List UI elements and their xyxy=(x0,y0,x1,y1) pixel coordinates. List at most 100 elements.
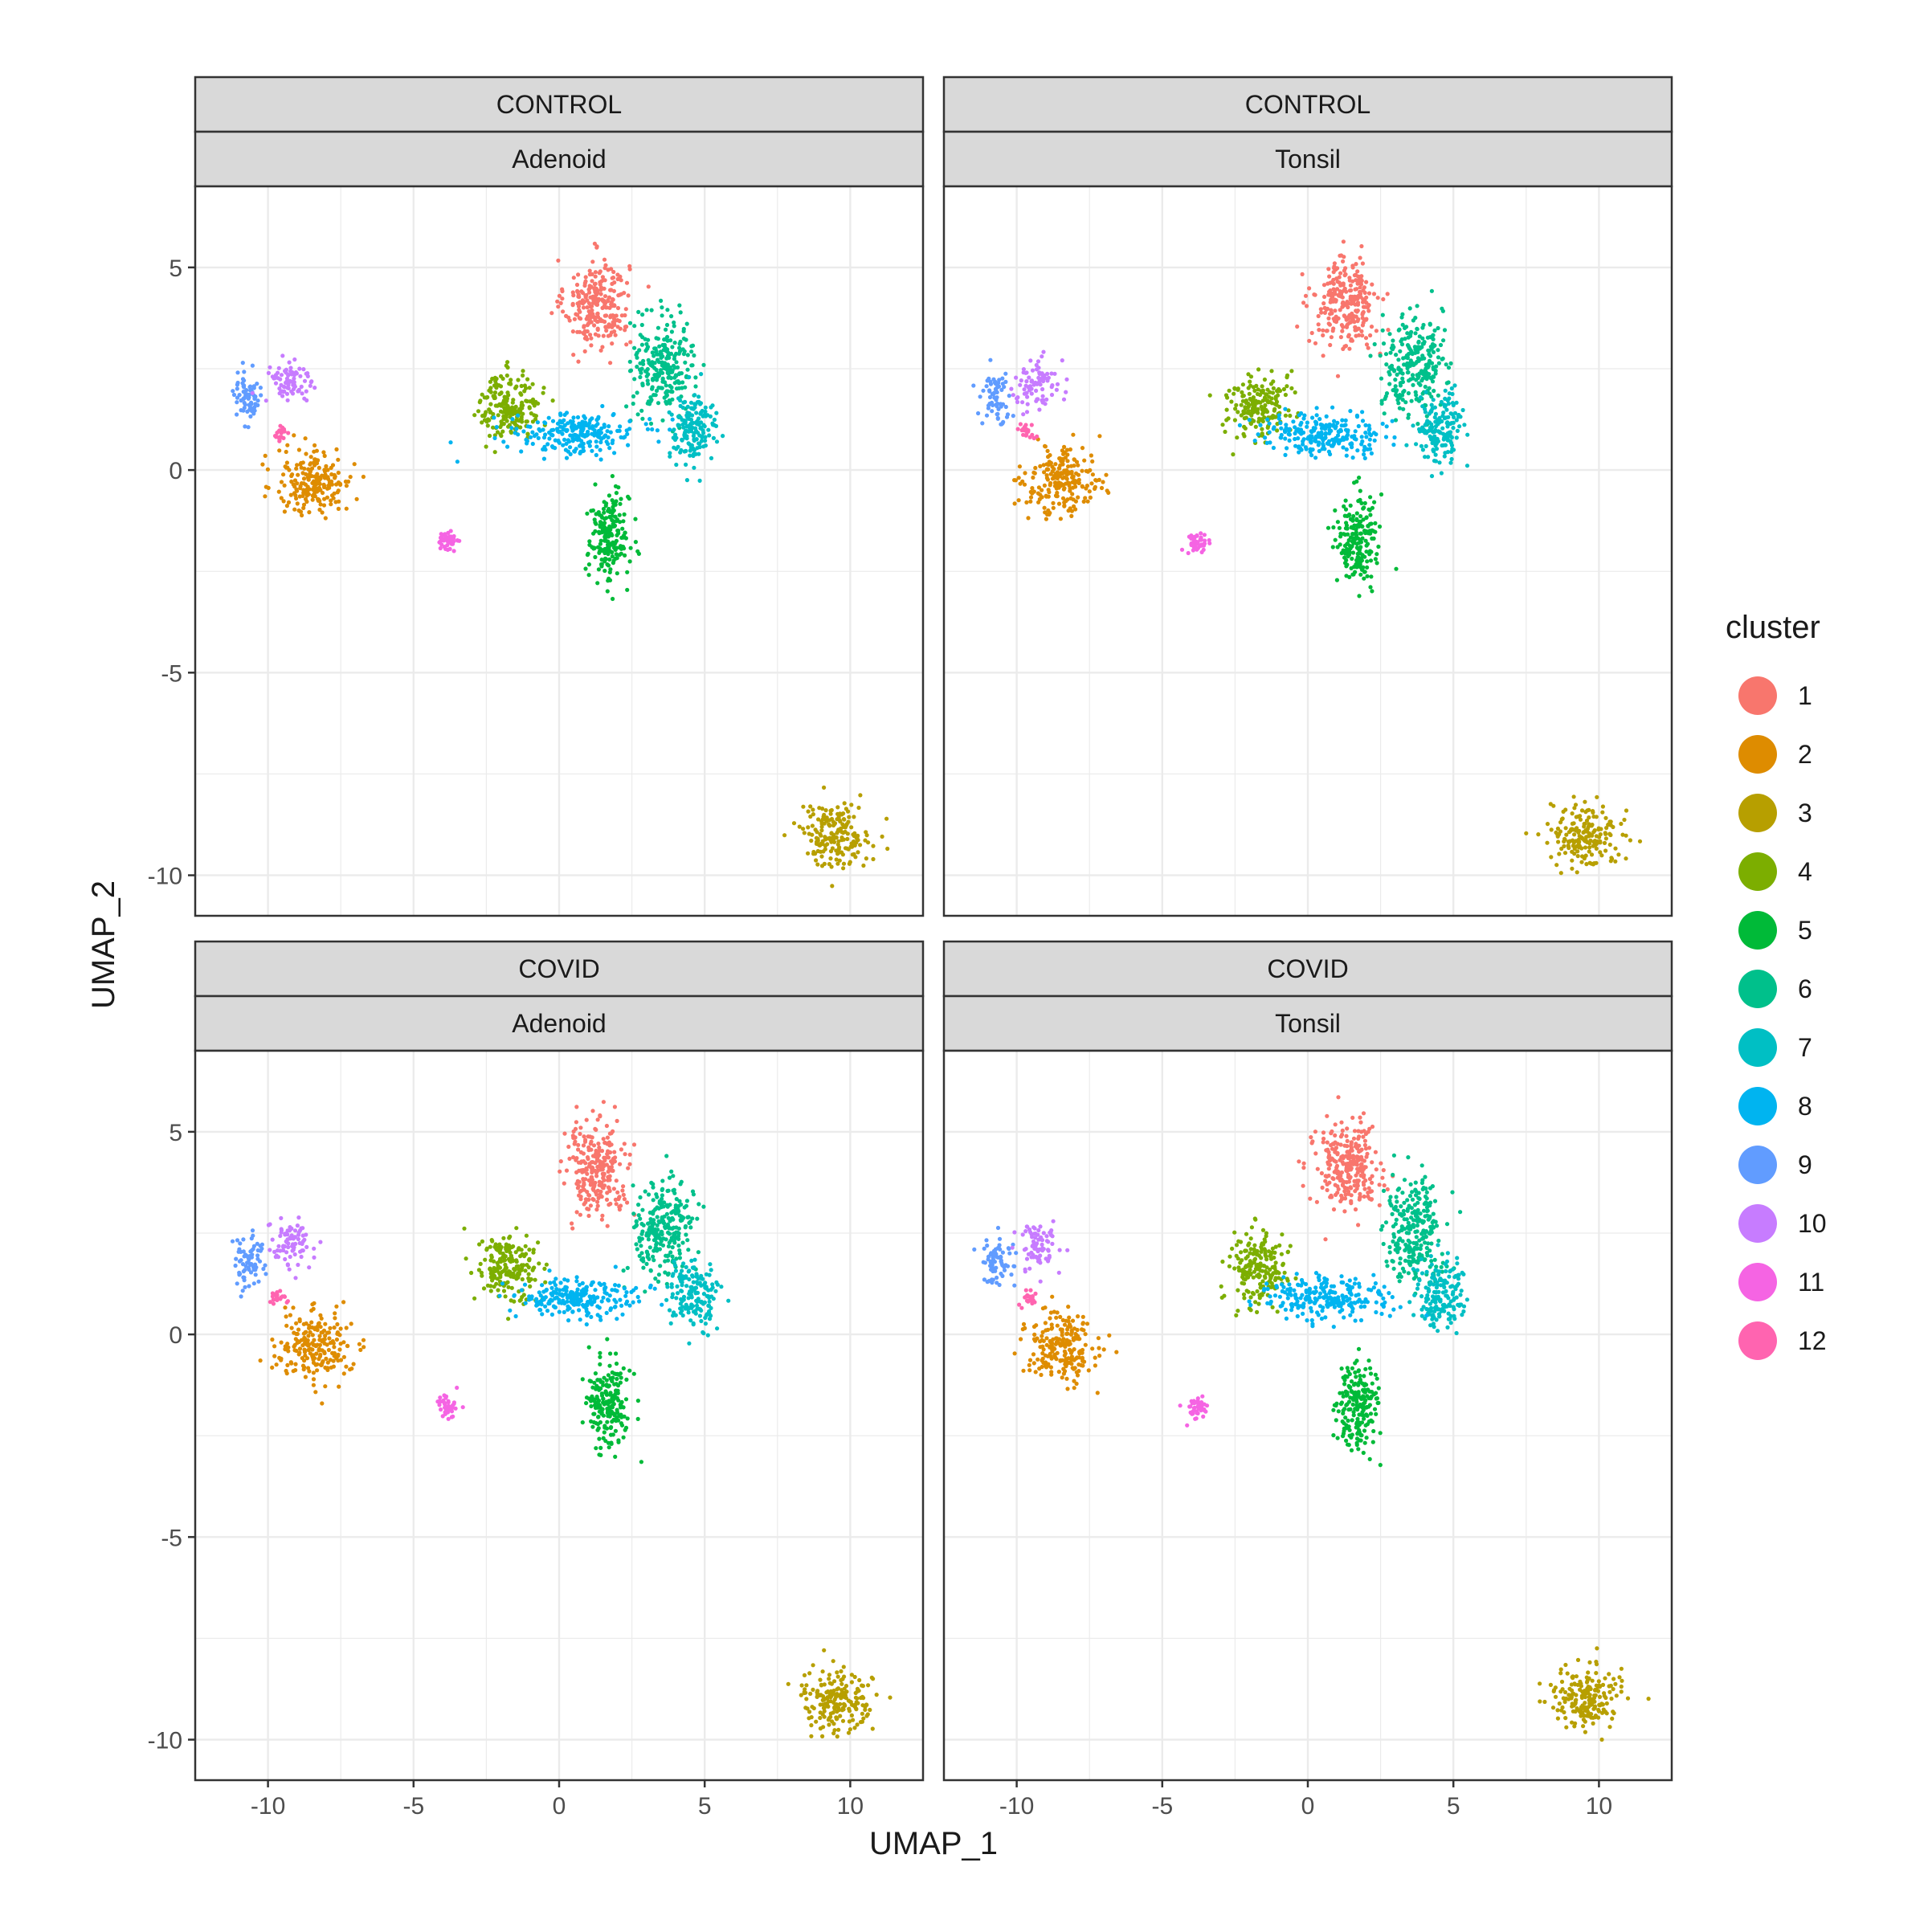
data-point-cluster-2 xyxy=(357,1342,362,1346)
data-point-cluster-1 xyxy=(1338,308,1342,312)
data-point-cluster-3 xyxy=(1575,826,1579,830)
data-point-cluster-8 xyxy=(530,431,534,435)
data-point-cluster-7 xyxy=(1451,426,1455,430)
data-point-cluster-7 xyxy=(698,479,702,483)
data-point-cluster-9 xyxy=(1005,415,1009,419)
data-point-cluster-6 xyxy=(656,326,660,330)
data-point-cluster-5 xyxy=(597,1437,601,1441)
data-point-cluster-8 xyxy=(1301,439,1305,443)
data-point-cluster-1 xyxy=(617,1195,621,1199)
data-point-cluster-7 xyxy=(684,463,688,467)
data-point-cluster-2 xyxy=(283,1305,287,1309)
data-point-cluster-10 xyxy=(1027,375,1031,379)
data-point-cluster-10 xyxy=(274,382,278,386)
data-point-cluster-9 xyxy=(238,393,242,397)
data-point-cluster-1 xyxy=(625,1200,629,1204)
data-point-cluster-9 xyxy=(235,386,239,390)
data-point-cluster-1 xyxy=(598,1180,602,1184)
data-point-cluster-3 xyxy=(809,1723,813,1727)
data-point-cluster-1 xyxy=(608,315,612,319)
data-point-cluster-8 xyxy=(594,444,598,448)
data-point-cluster-2 xyxy=(324,516,328,520)
data-point-cluster-1 xyxy=(1386,292,1390,296)
data-point-cluster-4 xyxy=(494,1247,498,1251)
data-point-cluster-1 xyxy=(619,327,623,331)
data-point-cluster-1 xyxy=(571,329,575,333)
data-point-cluster-1 xyxy=(613,1105,617,1109)
data-point-cluster-4 xyxy=(524,386,528,390)
data-point-cluster-5 xyxy=(589,509,593,513)
data-point-cluster-3 xyxy=(807,1709,811,1713)
data-point-cluster-7 xyxy=(1432,449,1436,453)
data-point-cluster-2 xyxy=(1082,500,1086,504)
data-point-cluster-3 xyxy=(854,1691,858,1695)
data-point-cluster-11 xyxy=(1202,548,1206,552)
data-point-cluster-7 xyxy=(684,449,688,453)
data-point-cluster-3 xyxy=(847,1731,851,1735)
data-point-cluster-3 xyxy=(815,1693,819,1697)
data-point-cluster-1 xyxy=(1344,344,1348,348)
data-point-cluster-2 xyxy=(349,475,353,479)
data-point-cluster-2 xyxy=(324,1357,328,1361)
data-point-cluster-5 xyxy=(614,1351,618,1355)
data-point-cluster-2 xyxy=(308,1330,312,1334)
data-point-cluster-10 xyxy=(1033,381,1037,385)
data-point-cluster-1 xyxy=(588,269,592,273)
data-point-cluster-9 xyxy=(244,388,248,392)
data-point-cluster-4 xyxy=(488,434,492,438)
data-point-cluster-3 xyxy=(1576,854,1580,858)
data-point-cluster-3 xyxy=(782,833,786,837)
data-point-cluster-8 xyxy=(650,427,654,431)
data-point-cluster-9 xyxy=(243,424,247,428)
data-point-cluster-5 xyxy=(614,499,618,503)
data-point-cluster-9 xyxy=(988,402,992,406)
data-point-cluster-2 xyxy=(272,1344,276,1348)
data-point-cluster-9 xyxy=(1003,372,1007,376)
data-point-cluster-1 xyxy=(1368,333,1372,337)
data-point-cluster-3 xyxy=(826,1695,830,1699)
data-point-cluster-1 xyxy=(1366,308,1370,312)
data-point-cluster-5 xyxy=(1357,476,1361,480)
data-point-cluster-8 xyxy=(1330,438,1334,442)
data-point-cluster-2 xyxy=(332,1365,336,1369)
data-point-cluster-4 xyxy=(519,393,523,397)
data-point-cluster-4 xyxy=(1260,407,1264,411)
data-point-cluster-6 xyxy=(626,1266,630,1270)
data-point-cluster-1 xyxy=(1321,353,1326,357)
data-point-cluster-3 xyxy=(836,1675,840,1679)
data-point-cluster-8 xyxy=(1351,455,1355,460)
data-point-cluster-2 xyxy=(337,488,341,492)
data-point-cluster-3 xyxy=(860,1712,864,1716)
data-point-cluster-1 xyxy=(1349,320,1353,324)
data-point-cluster-3 xyxy=(832,840,836,844)
data-point-cluster-3 xyxy=(1572,794,1576,799)
data-point-cluster-5 xyxy=(598,1378,602,1382)
data-point-cluster-5 xyxy=(621,519,625,523)
data-point-cluster-1 xyxy=(617,1205,621,1209)
data-point-cluster-4 xyxy=(1260,427,1264,431)
data-point-cluster-7 xyxy=(1444,435,1448,439)
data-point-cluster-8 xyxy=(1328,429,1332,433)
data-point-cluster-5 xyxy=(597,567,601,571)
data-point-cluster-3 xyxy=(822,786,826,790)
data-point-cluster-1 xyxy=(600,1218,604,1222)
data-point-cluster-4 xyxy=(507,406,511,410)
data-point-cluster-4 xyxy=(500,423,504,427)
data-point-cluster-1 xyxy=(562,1132,566,1136)
data-point-cluster-2 xyxy=(296,473,300,477)
data-point-cluster-1 xyxy=(1321,301,1326,305)
data-point-cluster-6 xyxy=(646,345,650,349)
data-point-cluster-2 xyxy=(325,487,329,491)
data-point-cluster-8 xyxy=(569,452,573,456)
data-point-cluster-5 xyxy=(613,541,617,545)
data-point-cluster-8 xyxy=(1367,443,1371,447)
data-point-cluster-7 xyxy=(707,433,711,437)
data-point-cluster-4 xyxy=(497,392,501,396)
data-point-cluster-6 xyxy=(664,400,668,404)
data-point-cluster-5 xyxy=(1368,585,1372,589)
data-point-cluster-2 xyxy=(1086,500,1090,504)
data-point-cluster-5 xyxy=(625,570,629,574)
data-point-cluster-4 xyxy=(1258,393,1262,397)
data-point-cluster-7 xyxy=(1421,447,1425,451)
data-point-cluster-8 xyxy=(1355,448,1359,452)
